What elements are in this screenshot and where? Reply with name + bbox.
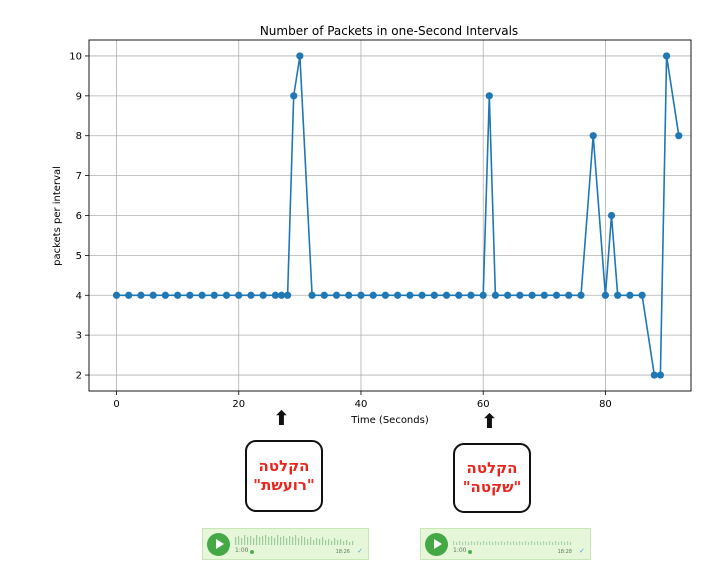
data-point — [320, 291, 328, 299]
data-points — [112, 52, 683, 379]
y-tick-label: 2 — [76, 371, 82, 382]
voice-duration: 1:00 — [235, 547, 249, 554]
series-line — [116, 55, 680, 376]
play-icon[interactable] — [425, 533, 448, 556]
data-point — [650, 371, 658, 379]
data-point — [357, 291, 365, 299]
data-point — [455, 291, 463, 299]
y-tick-label: 3 — [76, 331, 82, 342]
data-point — [247, 291, 255, 299]
unplayed-dot-icon — [468, 550, 472, 554]
y-tick-label: 4 — [76, 291, 82, 302]
y-tick-label: 5 — [76, 251, 82, 262]
data-point — [638, 291, 646, 299]
data-point — [222, 291, 231, 299]
data-point — [284, 291, 292, 299]
data-point — [540, 291, 548, 299]
unplayed-dot-icon — [250, 550, 254, 554]
annotation-quiet-recording: הקלטה "שקטה" — [453, 443, 531, 513]
data-point — [626, 291, 634, 299]
data-point — [516, 291, 524, 299]
waveform-icon — [453, 541, 572, 545]
annotation-line: הקלטה — [258, 457, 310, 475]
data-point — [485, 92, 493, 100]
data-point — [528, 291, 536, 299]
data-point — [607, 211, 616, 220]
voice-message-quiet[interactable]: 1:00 18:28 ✓ — [420, 528, 591, 560]
data-point — [577, 291, 585, 299]
chart-title: Number of Packets in one-Second Interval… — [260, 24, 518, 38]
x-tick-label: 40 — [355, 399, 368, 410]
data-point — [210, 291, 218, 299]
data-point — [430, 291, 438, 299]
voice-timestamp: 18:26 — [335, 549, 350, 555]
data-point — [662, 52, 671, 60]
data-point — [174, 291, 182, 299]
annotation-line: "רועשת" — [253, 476, 315, 494]
data-point — [381, 291, 390, 299]
arrow-up-icon: ⬆ — [481, 409, 498, 433]
data-point — [308, 291, 316, 299]
data-point — [418, 291, 426, 299]
y-axis-label: packets per interval — [52, 166, 63, 266]
data-point — [125, 291, 133, 299]
x-tick-label: 0 — [113, 399, 119, 410]
data-point — [186, 291, 194, 299]
x-axis-label: Time (Seconds) — [350, 415, 429, 426]
data-point — [198, 291, 206, 299]
annotation-noisy-recording: הקלטה "רועשת" — [245, 440, 323, 512]
y-tick-labels: 2 3 4 5 6 7 8 9 10 — [69, 51, 82, 381]
data-point — [271, 291, 280, 299]
data-point — [369, 291, 377, 299]
data-point — [614, 291, 622, 299]
data-point — [491, 291, 500, 299]
data-point — [656, 371, 665, 379]
data-point — [467, 291, 475, 299]
data-point — [675, 132, 683, 140]
y-tick-label: 8 — [76, 131, 82, 142]
annotation-line: הקלטה — [466, 459, 518, 477]
double-check-icon: ✓ — [357, 547, 363, 555]
tick-marks — [85, 55, 606, 395]
data-point — [442, 291, 451, 299]
data-point — [290, 92, 298, 100]
data-point — [504, 291, 512, 299]
y-tick-label: 6 — [76, 211, 82, 222]
data-point — [589, 132, 597, 140]
y-tick-label: 10 — [69, 51, 82, 62]
voice-duration: 1:00 — [453, 547, 467, 554]
data-point — [259, 291, 267, 299]
x-tick-label: 80 — [599, 399, 612, 410]
data-point — [552, 291, 561, 299]
voice-timestamp: 18:28 — [557, 549, 572, 555]
plot-frame — [88, 39, 692, 392]
data-point — [277, 291, 286, 299]
double-check-icon: ✓ — [579, 547, 585, 555]
data-point — [161, 291, 169, 299]
data-point — [137, 291, 145, 299]
data-point — [149, 291, 157, 299]
x-tick-label: 20 — [232, 399, 245, 410]
annotation-line: "שקטה" — [462, 478, 522, 496]
data-point — [112, 291, 121, 299]
data-point — [296, 52, 304, 60]
y-tick-label: 9 — [76, 91, 82, 102]
voice-message-noisy[interactable]: 1:00 18:26 ✓ — [202, 528, 369, 560]
y-tick-label: 7 — [76, 171, 82, 182]
x-tick-labels: 0 20 40 60 80 — [113, 399, 611, 410]
data-point — [394, 291, 402, 299]
data-point — [601, 291, 610, 299]
data-point — [565, 291, 573, 299]
x-tick-label: 60 — [477, 399, 490, 410]
data-point — [406, 291, 414, 299]
data-point — [479, 291, 487, 299]
arrow-up-icon: ⬆ — [273, 406, 290, 430]
play-icon[interactable] — [207, 533, 230, 556]
data-point — [345, 291, 353, 299]
data-point — [235, 291, 243, 299]
waveform-icon — [235, 535, 354, 545]
data-point — [332, 291, 341, 299]
